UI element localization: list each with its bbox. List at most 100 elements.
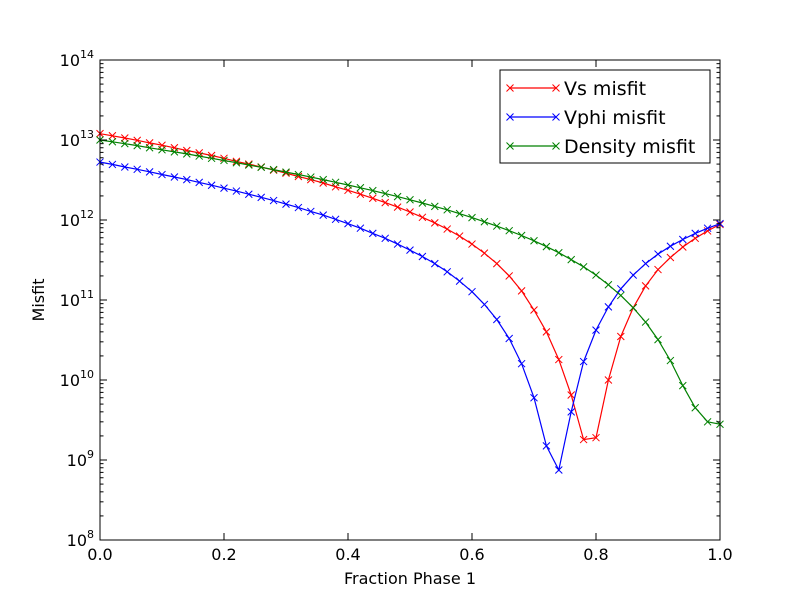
data-point	[108, 131, 117, 140]
data-point	[244, 190, 253, 199]
y-tick-label: 1011	[60, 288, 94, 310]
data-point	[120, 139, 129, 148]
data-point	[108, 160, 117, 169]
data-point	[195, 152, 204, 160]
data-point	[406, 208, 414, 216]
data-point	[666, 356, 675, 365]
data-point	[443, 205, 452, 214]
data-point	[319, 211, 328, 219]
data-point	[542, 242, 551, 251]
data-point	[468, 213, 476, 222]
data-point	[666, 242, 675, 251]
data-point	[616, 291, 625, 300]
legend-marker	[506, 113, 514, 121]
y-tick-label: 1013	[60, 128, 94, 150]
data-point	[579, 357, 588, 366]
data-point	[344, 181, 352, 189]
legend-marker	[552, 113, 560, 121]
legend-marker	[506, 142, 514, 150]
data-point	[492, 259, 501, 268]
data-point	[703, 224, 712, 233]
data-point	[678, 381, 687, 390]
data-point	[418, 199, 427, 207]
data-point	[381, 234, 390, 243]
data-point	[616, 284, 625, 293]
data-point	[430, 259, 439, 268]
x-tick-label: 0.4	[335, 545, 360, 564]
data-point	[319, 175, 328, 184]
legend-label: Density misfit	[564, 136, 695, 158]
data-point	[356, 224, 365, 233]
data-point	[381, 189, 390, 198]
x-tick-label: 0.0	[87, 545, 112, 564]
data-point	[170, 148, 179, 156]
data-point	[145, 167, 154, 176]
data-point	[492, 222, 501, 230]
data-point	[554, 466, 563, 474]
data-point	[381, 198, 390, 207]
data-point	[393, 203, 402, 211]
y-tick-label: 1012	[60, 208, 94, 230]
data-point	[120, 163, 129, 171]
data-point	[170, 173, 179, 181]
data-point	[195, 178, 204, 187]
data-point	[368, 194, 377, 203]
data-point	[133, 165, 142, 174]
x-tick-label: 0.8	[583, 545, 608, 564]
data-point	[207, 154, 216, 163]
data-point	[269, 196, 278, 205]
y-tick-label: 1014	[60, 48, 94, 70]
data-point	[257, 193, 266, 202]
data-point	[244, 160, 253, 168]
data-point	[567, 407, 576, 416]
data-point	[592, 271, 600, 279]
data-point	[678, 235, 687, 244]
data-point	[654, 335, 662, 344]
data-point	[306, 207, 315, 216]
data-point	[232, 158, 241, 167]
legend-marker	[506, 84, 514, 92]
data-point	[567, 255, 576, 264]
data-point	[331, 178, 340, 187]
data-point	[182, 150, 191, 158]
data-point	[641, 318, 650, 326]
data-point	[691, 403, 700, 412]
data-point	[505, 334, 514, 343]
data-point	[331, 215, 340, 224]
legend-marker	[552, 142, 560, 150]
data-point	[691, 229, 700, 238]
data-point	[530, 236, 538, 245]
data-point	[592, 326, 600, 334]
data-point	[604, 376, 613, 384]
x-tick-label: 1.0	[707, 545, 732, 564]
data-point	[641, 259, 650, 268]
data-point	[356, 183, 365, 192]
data-point	[418, 252, 427, 261]
data-point	[542, 327, 551, 336]
y-axis-title: Misfit	[29, 279, 48, 322]
data-point	[282, 169, 290, 178]
data-point	[604, 303, 613, 311]
data-point	[207, 181, 216, 190]
x-axis-title: Fraction Phase 1	[344, 569, 476, 588]
x-tick-label: 0.6	[459, 545, 484, 564]
data-point	[182, 146, 191, 155]
y-tick-label: 108	[67, 528, 94, 550]
data-point	[530, 306, 538, 314]
data-point	[592, 433, 600, 442]
data-point	[368, 186, 377, 195]
legend-entry: Vphi misfit	[506, 107, 666, 129]
y-tick-label: 109	[67, 448, 94, 470]
data-point	[418, 213, 427, 222]
data-point	[120, 134, 129, 142]
data-point	[517, 231, 526, 240]
data-point	[269, 165, 278, 174]
data-point	[666, 253, 675, 262]
data-point	[145, 143, 154, 152]
data-point	[455, 232, 464, 240]
data-point	[294, 203, 303, 212]
data-point	[443, 225, 452, 233]
data-point	[406, 195, 414, 204]
data-point	[517, 359, 526, 368]
